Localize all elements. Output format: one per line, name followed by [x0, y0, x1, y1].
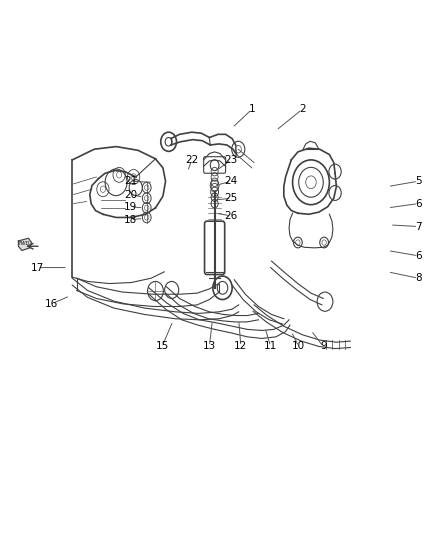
Text: 6: 6 [415, 199, 422, 208]
Text: 2: 2 [299, 104, 306, 114]
Text: 26: 26 [225, 211, 238, 221]
Text: 8: 8 [415, 273, 422, 283]
Text: 13: 13 [203, 342, 216, 351]
Text: 19: 19 [124, 202, 137, 212]
Text: 10: 10 [292, 342, 305, 351]
Text: 1: 1 [248, 104, 255, 114]
Text: 6: 6 [415, 251, 422, 261]
Text: 18: 18 [124, 215, 137, 224]
Text: 5: 5 [415, 176, 422, 186]
Text: 9: 9 [320, 342, 327, 351]
Text: 7: 7 [415, 222, 422, 231]
Text: 22: 22 [185, 155, 198, 165]
Text: 17: 17 [31, 263, 44, 272]
Text: 11: 11 [264, 342, 277, 351]
Text: 25: 25 [225, 193, 238, 203]
Text: FWD: FWD [19, 241, 31, 246]
Text: 23: 23 [225, 155, 238, 165]
Text: 20: 20 [124, 190, 137, 199]
Text: 15: 15 [155, 342, 169, 351]
Polygon shape [18, 238, 32, 251]
Text: 24: 24 [225, 176, 238, 186]
Text: 12: 12 [234, 342, 247, 351]
Text: 16: 16 [45, 299, 58, 309]
Text: 21: 21 [124, 176, 137, 186]
